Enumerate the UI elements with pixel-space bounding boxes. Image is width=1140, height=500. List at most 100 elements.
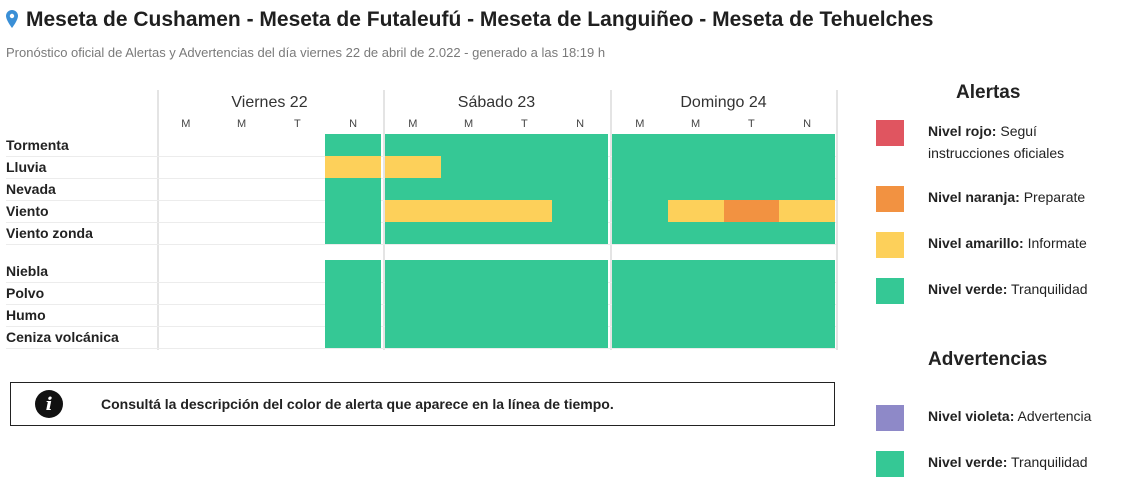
legend-level-name: Nivel violeta:: [928, 408, 1015, 424]
timeline-cell-verde[interactable]: [497, 282, 552, 304]
timeline-cell-verde[interactable]: [325, 222, 381, 244]
timeline-cell-verde[interactable]: [612, 222, 668, 244]
timeline-cell-amarillo[interactable]: [385, 156, 441, 178]
timeline-cell-verde[interactable]: [497, 156, 552, 178]
timeline-cell-verde[interactable]: [668, 260, 724, 282]
timeline-cell-verde[interactable]: [441, 134, 497, 156]
timeline-cell-naranja[interactable]: [724, 200, 779, 222]
timeline-cell-verde[interactable]: [779, 282, 835, 304]
timeline-cell-verde[interactable]: [668, 304, 724, 326]
timeline-cell-verde[interactable]: [552, 156, 608, 178]
timeline-cell-verde[interactable]: [612, 282, 668, 304]
timeline-cell-verde[interactable]: [724, 134, 779, 156]
timeline-cell-verde[interactable]: [779, 156, 835, 178]
timeline-cell-verde[interactable]: [497, 304, 552, 326]
timeline-cell-verde[interactable]: [552, 222, 608, 244]
timeline-cell-amarillo[interactable]: [325, 156, 381, 178]
timeline-cell-verde[interactable]: [325, 260, 381, 282]
legend-level-desc: Preparate: [1019, 189, 1086, 205]
legend-alertas-title: Alertas: [956, 82, 1021, 103]
timeline-cell-amarillo[interactable]: [441, 200, 497, 222]
timeline-cell-verde[interactable]: [779, 222, 835, 244]
timeline-cell-verde[interactable]: [668, 156, 724, 178]
timeline-cell-amarillo[interactable]: [385, 200, 441, 222]
legend-level-desc: Seguí instrucciones oficiales: [928, 123, 1065, 161]
timeline-cell-amarillo[interactable]: [668, 200, 724, 222]
legend-swatch: [876, 232, 904, 258]
timeline-cell-verde[interactable]: [612, 134, 668, 156]
timeline-cell-verde[interactable]: [779, 260, 835, 282]
timeline-cell-verde[interactable]: [441, 178, 497, 200]
timeline-cell-verde[interactable]: [497, 134, 552, 156]
timeline-cell-amarillo[interactable]: [779, 200, 835, 222]
timeline-cell-verde[interactable]: [385, 260, 441, 282]
timeline-cell-verde[interactable]: [325, 304, 381, 326]
timeline-cell-verde[interactable]: [441, 260, 497, 282]
timeline-cell-verde[interactable]: [668, 178, 724, 200]
timeline-cell-verde[interactable]: [385, 222, 441, 244]
timeline-cell-verde[interactable]: [325, 178, 381, 200]
timeline-cell-verde[interactable]: [612, 178, 668, 200]
timeline-cell-verde[interactable]: [612, 156, 668, 178]
timeline-cell-verde[interactable]: [668, 222, 724, 244]
location-pin-icon: [6, 10, 18, 28]
timeline-cell-verde[interactable]: [385, 178, 441, 200]
timeline-cell-verde[interactable]: [325, 326, 381, 348]
timeline-cell-verde[interactable]: [497, 326, 552, 348]
legend-level-desc: Tranquilidad: [1007, 281, 1088, 297]
timeline-cell-verde[interactable]: [724, 282, 779, 304]
timeline-cell-verde[interactable]: [724, 178, 779, 200]
timeline-cell-verde[interactable]: [612, 200, 668, 222]
timeline-cell-verde[interactable]: [612, 326, 668, 348]
timeline-cell-verde[interactable]: [724, 222, 779, 244]
timeline-cell-verde[interactable]: [385, 326, 441, 348]
period-label: T: [748, 118, 755, 130]
timeline-cell-verde[interactable]: [441, 282, 497, 304]
timeline-cell-verde[interactable]: [724, 260, 779, 282]
timeline-cell-verde[interactable]: [779, 304, 835, 326]
timeline-cell-verde[interactable]: [724, 304, 779, 326]
info-icon: i: [35, 390, 63, 418]
row-label: Ceniza volcánica: [6, 329, 119, 345]
timeline-cell-verde[interactable]: [441, 326, 497, 348]
legend-swatch: [876, 278, 904, 304]
timeline-cell-verde[interactable]: [441, 304, 497, 326]
timeline-cell-verde[interactable]: [497, 178, 552, 200]
row-label: Nevada: [6, 181, 56, 197]
timeline-cell-verde[interactable]: [441, 156, 497, 178]
row-label: Polvo: [6, 285, 45, 301]
timeline-cell-amarillo[interactable]: [497, 200, 552, 222]
timeline-cell-verde[interactable]: [385, 304, 441, 326]
timeline-cell-verde[interactable]: [779, 134, 835, 156]
timeline-cell-verde[interactable]: [385, 282, 441, 304]
timeline-cell-verde[interactable]: [724, 156, 779, 178]
timeline-cell-verde[interactable]: [552, 282, 608, 304]
timeline-cell-verde[interactable]: [612, 260, 668, 282]
timeline-cell-verde[interactable]: [497, 222, 552, 244]
timeline-cell-verde[interactable]: [552, 178, 608, 200]
page-title-text: Meseta de Cushamen - Meseta de Futaleufú…: [26, 8, 934, 31]
period-label: M: [408, 118, 418, 130]
timeline-cell-verde[interactable]: [497, 260, 552, 282]
legend-swatch: [876, 451, 904, 477]
timeline-cell-verde[interactable]: [552, 200, 608, 222]
timeline-cell-verde[interactable]: [668, 282, 724, 304]
page-subtitle: Pronóstico oficial de Alertas y Adverten…: [6, 45, 606, 60]
timeline-cell-verde[interactable]: [552, 304, 608, 326]
timeline-cell-verde[interactable]: [325, 200, 381, 222]
timeline-cell-verde[interactable]: [385, 134, 441, 156]
page-title: Meseta de Cushamen - Meseta de Futaleufú…: [6, 8, 934, 32]
timeline-cell-verde[interactable]: [552, 326, 608, 348]
timeline-cell-verde[interactable]: [779, 178, 835, 200]
timeline-cell-verde[interactable]: [779, 326, 835, 348]
timeline-cell-verde[interactable]: [724, 326, 779, 348]
timeline-cell-verde[interactable]: [668, 134, 724, 156]
timeline-cell-verde[interactable]: [552, 134, 608, 156]
row-label: Viento zonda: [6, 225, 93, 241]
timeline-cell-verde[interactable]: [668, 326, 724, 348]
timeline-cell-verde[interactable]: [612, 304, 668, 326]
timeline-cell-verde[interactable]: [552, 260, 608, 282]
timeline-cell-verde[interactable]: [441, 222, 497, 244]
timeline-cell-verde[interactable]: [325, 282, 381, 304]
timeline-cell-verde[interactable]: [325, 134, 381, 156]
